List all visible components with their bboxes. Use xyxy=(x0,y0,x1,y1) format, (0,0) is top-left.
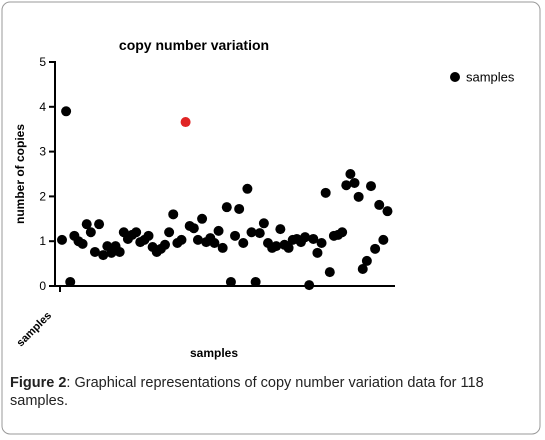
point xyxy=(258,218,269,229)
point xyxy=(234,203,245,214)
x-tick-label: samples xyxy=(15,310,55,350)
point xyxy=(283,242,294,253)
legend-marker xyxy=(450,72,460,82)
point xyxy=(192,234,203,245)
point xyxy=(230,230,241,241)
point xyxy=(378,234,389,245)
y-tick-label: 5 xyxy=(39,55,46,69)
point xyxy=(94,219,105,230)
caption-text: : Graphical representations of copy numb… xyxy=(10,375,484,409)
point xyxy=(361,255,372,266)
point xyxy=(357,263,368,274)
point xyxy=(300,232,311,243)
point xyxy=(341,180,352,191)
point xyxy=(188,223,199,234)
point xyxy=(320,187,331,198)
chart-title: copy number variation xyxy=(119,37,269,53)
point xyxy=(366,181,376,192)
point xyxy=(304,280,315,291)
point xyxy=(85,227,96,238)
x-axis-label: samples xyxy=(190,346,238,360)
point xyxy=(271,241,282,252)
point xyxy=(324,267,335,278)
y-tick-label: 1 xyxy=(39,234,46,248)
point xyxy=(160,239,170,250)
point xyxy=(180,117,191,128)
point xyxy=(242,183,253,194)
point xyxy=(77,238,88,249)
point xyxy=(143,230,154,241)
point xyxy=(345,169,356,179)
point xyxy=(246,227,257,238)
point xyxy=(382,206,393,217)
caption: Figure 2: Graphical representations of c… xyxy=(10,374,530,410)
y-tick-label: 4 xyxy=(39,100,46,114)
point xyxy=(254,228,265,239)
point xyxy=(337,227,348,238)
point xyxy=(308,233,319,244)
point xyxy=(81,219,92,230)
point xyxy=(217,242,228,253)
point xyxy=(131,227,142,238)
point xyxy=(353,191,364,202)
point xyxy=(238,237,249,248)
caption-label: Figure 2 xyxy=(10,375,67,391)
point xyxy=(209,237,220,248)
point xyxy=(221,202,232,213)
point xyxy=(370,243,381,254)
point xyxy=(61,106,72,117)
y-tick-label: 2 xyxy=(39,189,46,203)
point xyxy=(57,234,67,245)
point xyxy=(349,177,360,188)
point xyxy=(275,224,286,235)
point xyxy=(65,276,76,287)
figure-border xyxy=(1,1,541,435)
point xyxy=(197,213,208,224)
point xyxy=(98,250,109,261)
point xyxy=(225,276,236,287)
point xyxy=(114,246,125,257)
point xyxy=(168,209,179,220)
point xyxy=(213,225,224,236)
point xyxy=(164,227,175,238)
point xyxy=(250,276,261,287)
point xyxy=(89,246,100,257)
point xyxy=(176,234,187,245)
legend-label: samples xyxy=(466,70,515,85)
point xyxy=(312,247,323,258)
y-tick-label: 3 xyxy=(39,145,46,159)
y-tick-label: 0 xyxy=(39,279,46,293)
y-axis-label: number of copies xyxy=(13,124,27,224)
point xyxy=(316,237,327,248)
point xyxy=(374,199,385,210)
